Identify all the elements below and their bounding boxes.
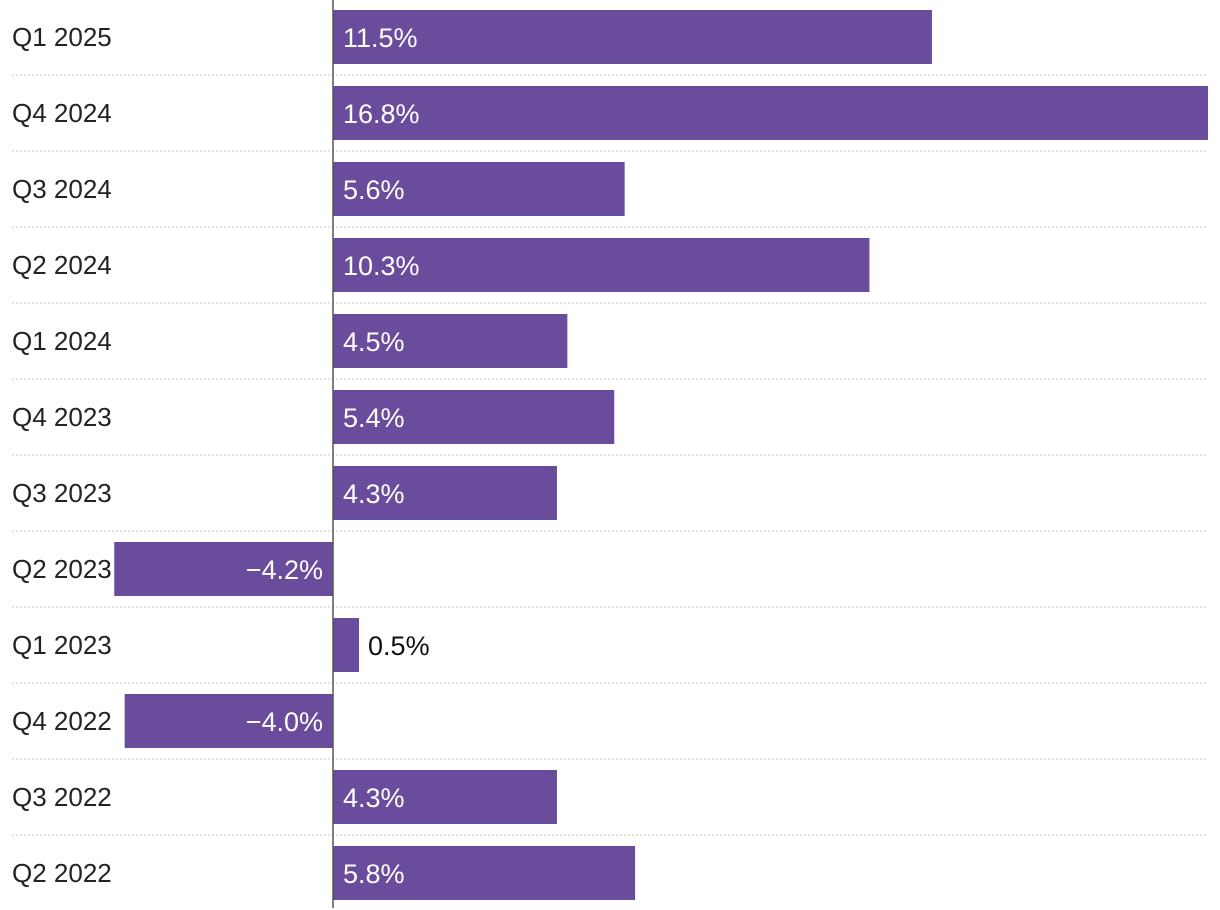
bar: [333, 466, 557, 520]
data-label: 10.3%: [343, 251, 420, 281]
data-label: 4.5%: [343, 327, 405, 357]
category-label: Q3 2023: [12, 478, 112, 508]
category-label: Q2 2024: [12, 250, 112, 280]
data-label: 4.3%: [343, 783, 405, 813]
category-label: Q4 2023: [12, 402, 112, 432]
bars: [114, 10, 1208, 900]
gridlines: [12, 74, 1208, 836]
bar: [333, 314, 568, 368]
bar: [333, 770, 557, 824]
bar: [333, 10, 932, 64]
category-label: Q1 2025: [12, 22, 112, 52]
bar: [333, 618, 360, 672]
category-label: Q2 2022: [12, 858, 112, 888]
category-label: Q4 2024: [12, 98, 112, 128]
data-label: 4.3%: [343, 479, 405, 509]
labels: Q1 2025 11.5% Q4 2024 16.8% Q3 2024 5.6% Q2 20…: [12, 22, 430, 889]
category-label: Q3 2024: [12, 174, 112, 204]
bar: [333, 162, 625, 216]
data-label: 5.4%: [343, 403, 405, 433]
bar: [333, 390, 615, 444]
data-label: 16.8%: [343, 99, 420, 129]
bar: [114, 542, 333, 596]
category-label: Q1 2024: [12, 326, 112, 356]
data-label: −4.2%: [246, 555, 323, 585]
category-label: Q2 2023: [12, 554, 112, 584]
data-label: 5.8%: [343, 859, 405, 889]
category-label: Q4 2022: [12, 706, 112, 736]
bar: [124, 694, 334, 748]
bar: [333, 846, 636, 900]
data-label: −4.0%: [246, 707, 323, 737]
data-label: 5.6%: [343, 175, 405, 205]
category-label: Q1 2023: [12, 630, 112, 660]
bar: [333, 86, 1208, 140]
data-label: 11.5%: [343, 23, 418, 53]
data-label: 0.5%: [368, 631, 430, 661]
category-label: Q3 2022: [12, 782, 112, 812]
bar: [333, 238, 870, 292]
